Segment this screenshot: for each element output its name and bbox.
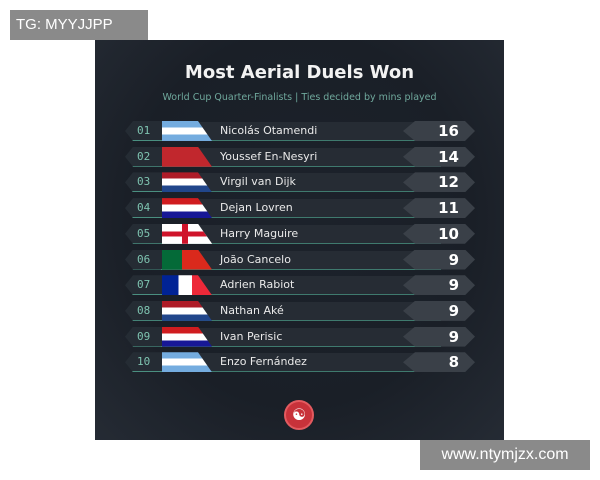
row-bar <box>161 199 441 219</box>
page-title: Most Aerial Duels Won <box>184 62 415 83</box>
score: 11 <box>403 198 475 219</box>
subtitle: World Cup Quarter-Finalists | Ties decid… <box>162 92 437 103</box>
rank: 06 <box>125 249 165 270</box>
row-bar <box>161 353 441 373</box>
row-bar <box>161 327 441 347</box>
row-bar <box>161 250 441 270</box>
rank: 04 <box>125 198 165 219</box>
argentina-flag-icon <box>162 121 212 141</box>
rank: 01 <box>125 121 165 141</box>
table-row: 05 Harry Maguire 10 <box>125 223 475 244</box>
row-bar <box>161 276 441 296</box>
watermark-bottom: www.ntymjzx.com <box>420 440 590 470</box>
row-bar <box>161 147 441 167</box>
table-row: 08 Nathan Aké 9 <box>125 300 475 321</box>
score: 9 <box>403 326 475 347</box>
table-row: 04 Dejan Lovren 11 <box>125 198 475 219</box>
rank: 10 <box>125 352 165 373</box>
rank: 02 <box>125 146 165 167</box>
rank: 03 <box>125 172 165 193</box>
croatia-flag-icon <box>162 198 212 219</box>
player-name: Nicolás Otamendi <box>220 124 318 137</box>
portugal-flag-icon <box>162 249 212 270</box>
player-name: Harry Maguire <box>220 226 299 240</box>
score: 12 <box>403 172 475 193</box>
score: 14 <box>403 146 475 167</box>
row-bar <box>161 173 441 193</box>
player-name: Nathan Aké <box>220 303 284 317</box>
player-name: Adrien Rabiot <box>220 278 295 292</box>
netherlands-flag-icon <box>162 172 212 193</box>
player-name: Dejan Lovren <box>220 201 293 215</box>
row-bar <box>161 224 441 244</box>
score: 9 <box>403 300 475 321</box>
france-flag-icon <box>162 275 212 296</box>
table-row: 02 Youssef En-Nesyri 14 <box>125 146 475 167</box>
england-flag-icon <box>162 223 212 244</box>
croatia-flag-icon <box>162 326 212 347</box>
rank: 08 <box>125 300 165 321</box>
table-row: 09 Ivan Perisic 9 <box>125 326 475 347</box>
player-name: Ivan Perisic <box>220 329 283 343</box>
leaderboard-card: Most Aerial Duels Won World Cup Quarter-… <box>95 40 504 440</box>
table-row: 07 Adrien Rabiot 9 <box>125 275 475 296</box>
table-row: 01 Nicolás Otamendi 16 <box>125 121 475 141</box>
table-row: 03 Virgil van Dijk 12 <box>125 172 475 193</box>
row-bar <box>161 301 441 321</box>
score: 16 <box>403 121 475 141</box>
player-name: João Cancelo <box>220 252 291 266</box>
argentina-flag-icon <box>162 352 212 373</box>
rank: 09 <box>125 326 165 347</box>
score: 9 <box>403 275 475 296</box>
score: 9 <box>403 249 475 270</box>
score: 8 <box>403 352 475 373</box>
player-name: Virgil van Dijk <box>220 175 296 189</box>
table-row: 10 Enzo Fernández 8 <box>125 352 475 373</box>
brand-logo-icon: ☯ <box>284 400 314 430</box>
row-bar <box>161 122 441 141</box>
watermark-top: TG: MYYJJPP <box>10 10 148 40</box>
score: 10 <box>403 223 475 244</box>
morocco-flag-icon <box>162 146 212 167</box>
table-row: 06 João Cancelo 9 <box>125 249 475 270</box>
player-name: Enzo Fernández <box>220 355 307 369</box>
rank: 05 <box>125 223 165 244</box>
rank: 07 <box>125 275 165 296</box>
player-name: Youssef En-Nesyri <box>220 149 318 163</box>
netherlands-flag-icon <box>162 300 212 321</box>
